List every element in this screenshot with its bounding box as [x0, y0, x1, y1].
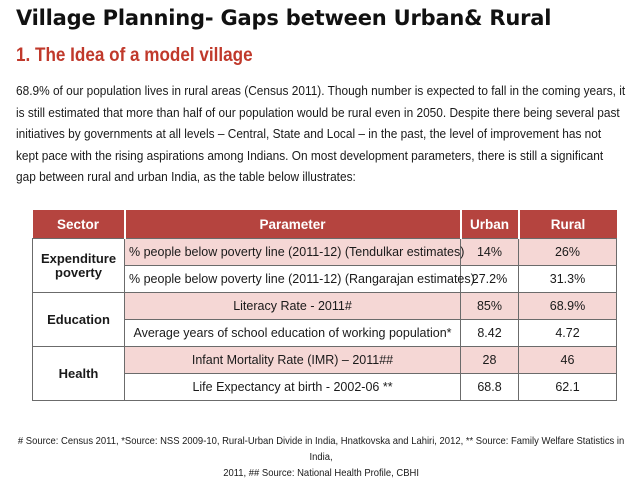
table-header-row: Sector Parameter Urban Rural	[32, 210, 617, 239]
parameter-cell: Literacy Rate - 2011#	[124, 292, 461, 320]
sector-label-line1: Expenditure	[40, 250, 117, 266]
rural-cell: 62.1	[518, 373, 617, 401]
urban-cell: 8.42	[460, 319, 519, 347]
sector-label-line2: poverty	[55, 264, 102, 280]
sources-line-1: # Source: Census 2011, *Source: NSS 2009…	[17, 435, 625, 463]
sources-line-2: 2011, ## Source: National Health Profile…	[223, 467, 419, 479]
urban-cell: 28	[460, 346, 519, 374]
slide-title: Village Planning- Gaps between Urban& Ru…	[16, 6, 552, 30]
parameter-cell: Life Expectancy at birth - 2002-06 **	[124, 373, 461, 401]
header-urban: Urban	[460, 210, 520, 239]
intro-paragraph: 68.9% of our population lives in rural a…	[16, 83, 626, 185]
header-parameter: Parameter	[124, 210, 462, 239]
rural-cell: 31.3%	[518, 265, 617, 293]
sources-footnote: # Source: Census 2011, *Source: NSS 2009…	[16, 433, 626, 481]
sector-expenditure-poverty: Expenditure poverty	[32, 238, 125, 293]
parameter-cell: Average years of school education of wor…	[124, 319, 461, 347]
parameter-cell: % people below poverty line (2011-12) (T…	[124, 238, 464, 266]
table-row: Expenditure poverty % people below pover…	[32, 238, 617, 293]
rural-cell: 4.72	[518, 319, 617, 347]
sector-education: Education	[32, 292, 125, 347]
parameter-cell: % people below poverty line (2011-12) (R…	[124, 265, 475, 293]
rural-cell: 46	[518, 346, 617, 374]
header-sector: Sector	[32, 210, 126, 239]
header-rural: Rural	[518, 210, 617, 239]
table-row: Life Expectancy at birth - 2002-06 ** 68…	[33, 373, 617, 401]
table-row: % people below poverty line (2011-12) (R…	[33, 265, 617, 293]
urban-rural-table: Sector Parameter Urban Rural Expenditure…	[32, 210, 617, 401]
table-row: Health Infant Mortality Rate (IMR) – 201…	[32, 346, 617, 401]
parameter-cell: Infant Mortality Rate (IMR) – 2011##	[124, 346, 461, 374]
table-row: Education Literacy Rate - 2011# 85% 68.9…	[32, 292, 617, 347]
sector-health: Health	[32, 346, 125, 401]
section-heading: 1. The Idea of a model village	[16, 45, 253, 66]
rural-cell: 68.9%	[518, 292, 617, 320]
urban-cell: 85%	[460, 292, 519, 320]
urban-cell: 68.8	[460, 373, 519, 401]
rural-cell: 26%	[518, 238, 617, 266]
urban-cell: 14%	[460, 238, 519, 266]
table-row: Average years of school education of wor…	[33, 319, 617, 347]
